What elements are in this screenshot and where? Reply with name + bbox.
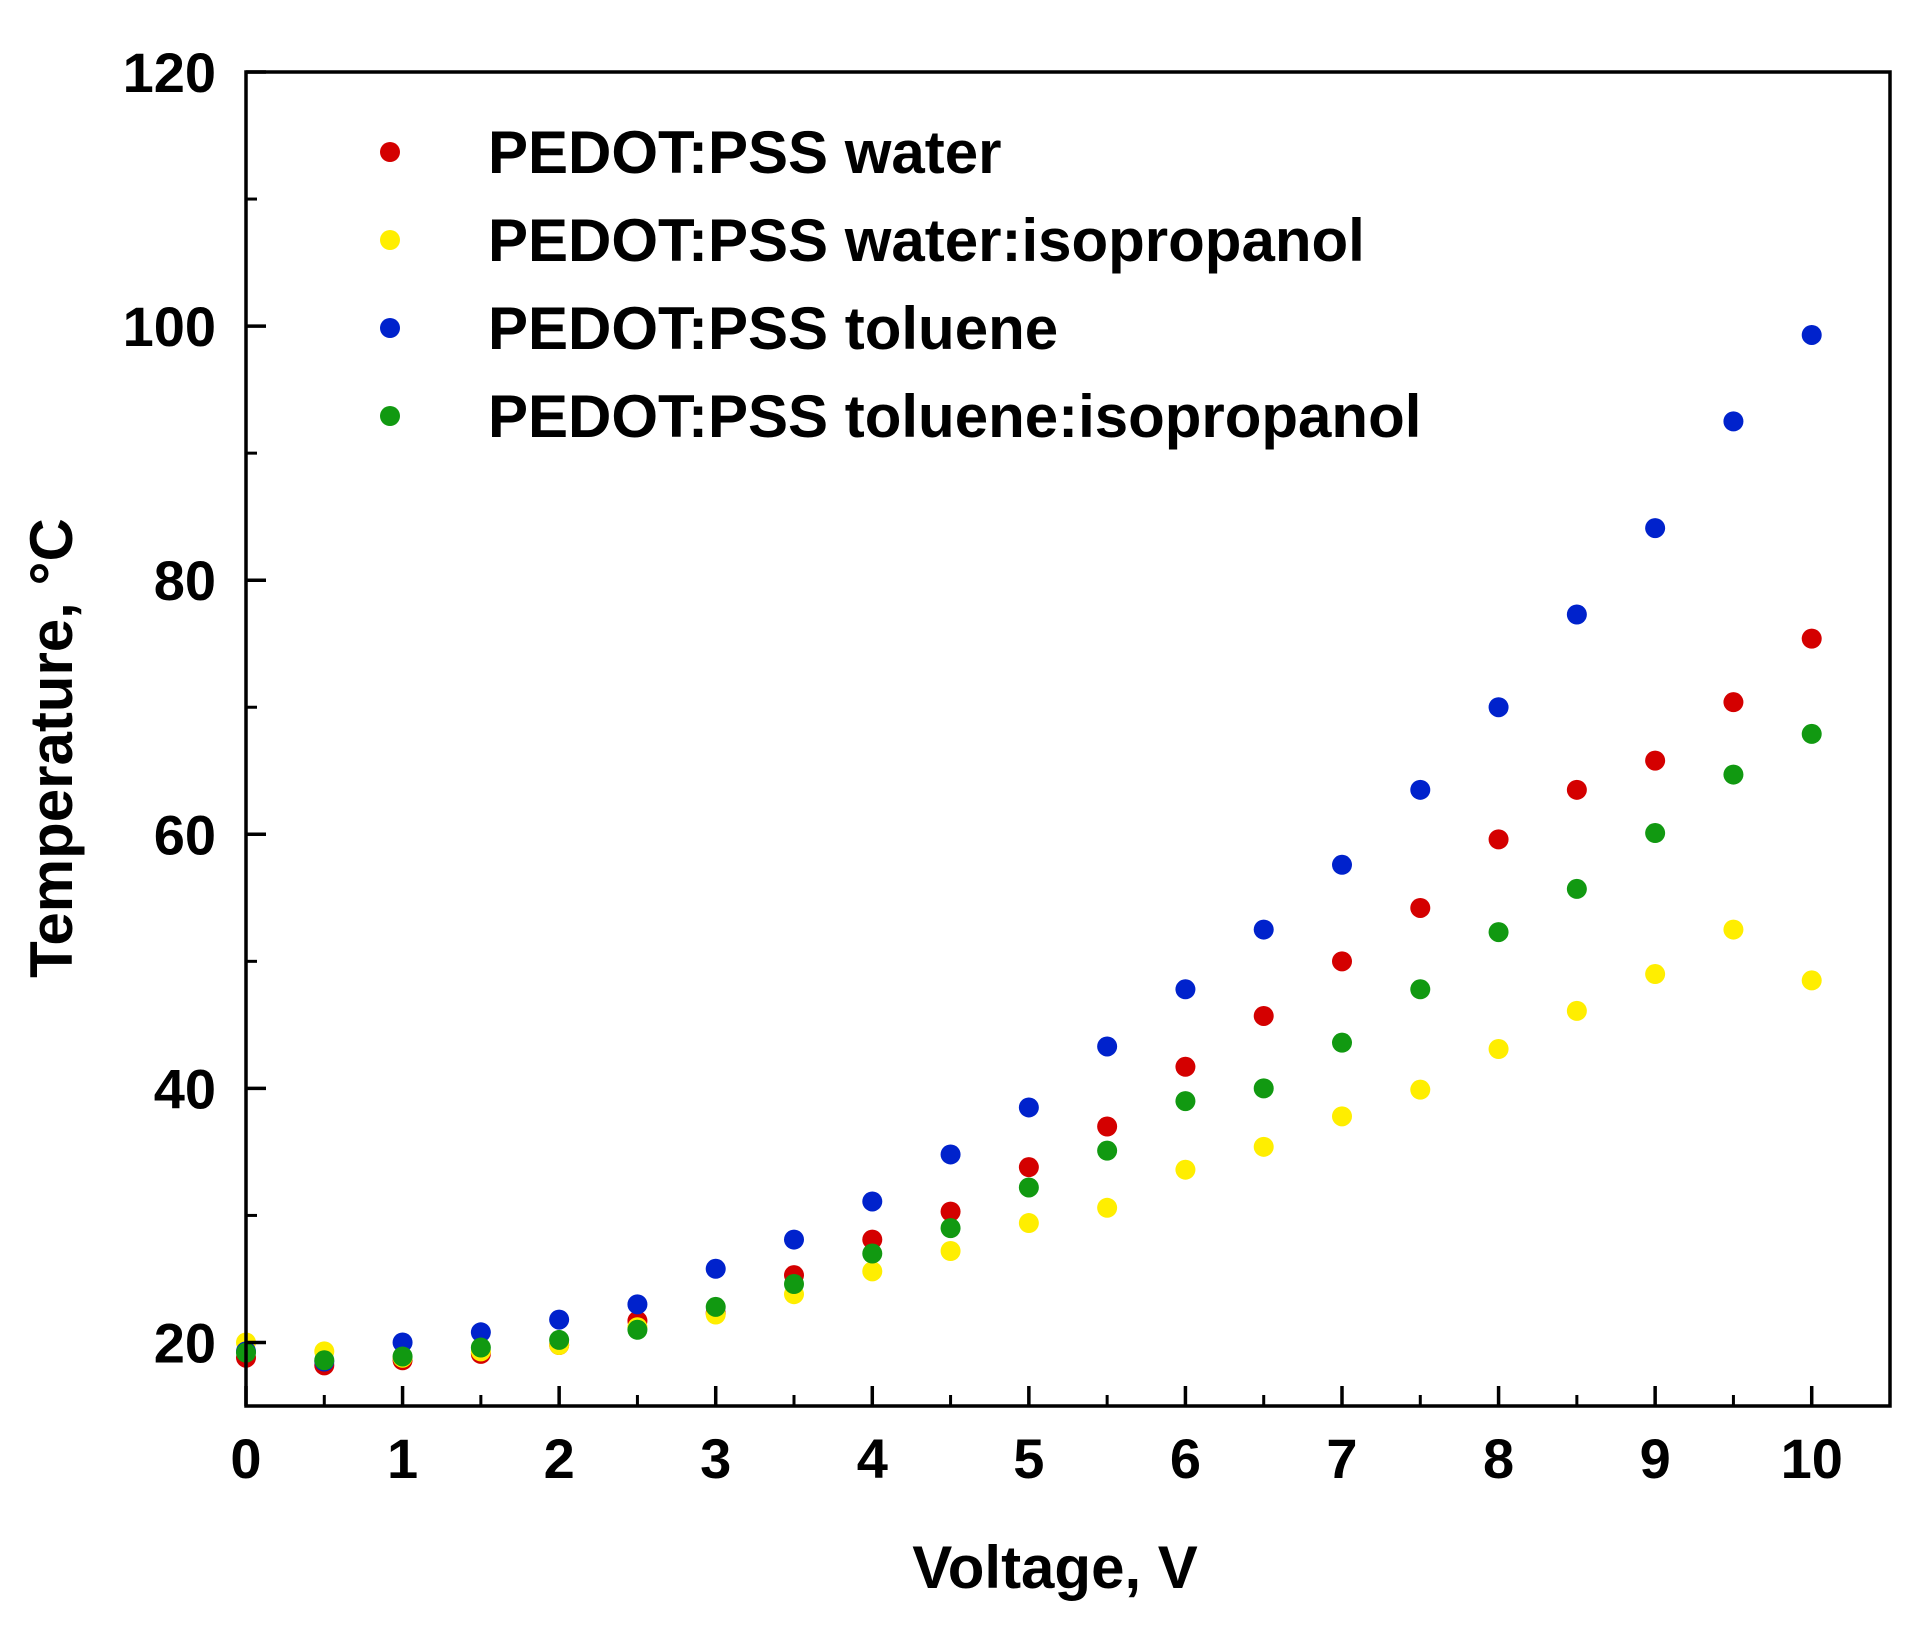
- data-point: [1175, 1056, 1196, 1077]
- legend-marker: [380, 142, 400, 162]
- data-point: [392, 1346, 413, 1367]
- x-tick-label: 10: [1781, 1427, 1843, 1490]
- x-tick-label: 0: [230, 1427, 261, 1490]
- data-point: [1018, 1157, 1039, 1178]
- data-point: [1097, 1140, 1118, 1161]
- data-point: [940, 1218, 961, 1239]
- data-point: [1723, 764, 1744, 785]
- data-point: [1566, 878, 1587, 899]
- data-point: [862, 1261, 883, 1282]
- legend-marker: [380, 230, 400, 250]
- data-point: [1645, 750, 1666, 771]
- legend-marker: [380, 318, 400, 338]
- data-point: [1253, 1136, 1274, 1157]
- x-tick-label: 9: [1640, 1427, 1671, 1490]
- data-point: [1175, 1091, 1196, 1112]
- data-point: [1723, 919, 1744, 940]
- data-point: [784, 1229, 804, 1250]
- data-point: [1332, 1106, 1352, 1127]
- data-point: [470, 1337, 491, 1358]
- data-point: [1723, 411, 1744, 432]
- data-point: [392, 1332, 413, 1353]
- y-tick-label: 100: [123, 295, 216, 358]
- y-tick-label: 40: [154, 1057, 216, 1120]
- data-point: [1645, 518, 1666, 539]
- data-point: [1253, 1005, 1274, 1026]
- y-tick-label: 20: [154, 1311, 216, 1374]
- data-point: [1253, 919, 1274, 940]
- legend-marker: [380, 406, 400, 426]
- y-tick-label: 80: [154, 549, 216, 612]
- data-point: [1097, 1036, 1118, 1057]
- data-point: [862, 1191, 883, 1212]
- data-point: [1175, 979, 1196, 1000]
- legend-label: PEDOT:PSS water: [488, 119, 1002, 186]
- data-point: [784, 1274, 804, 1295]
- legend-label: PEDOT:PSS toluene:isopropanol: [488, 383, 1421, 450]
- plot-frame: [244, 70, 1892, 1408]
- x-tick-label: 5: [1013, 1427, 1044, 1490]
- data-point: [862, 1229, 883, 1250]
- data-point: [1332, 854, 1352, 875]
- x-tick-label: 1: [387, 1427, 418, 1490]
- data-point: [1801, 970, 1822, 991]
- x-tick-label: 3: [700, 1427, 731, 1490]
- data-point: [627, 1294, 648, 1315]
- data-point: [1488, 829, 1509, 850]
- data-point: [1018, 1213, 1039, 1234]
- data-point: [862, 1243, 883, 1264]
- data-point: [1410, 897, 1431, 918]
- y-tick-label: 120: [123, 41, 216, 104]
- data-point: [1723, 692, 1744, 713]
- data-point: [1566, 779, 1587, 800]
- data-point: [1097, 1197, 1118, 1218]
- data-point: [1018, 1097, 1039, 1118]
- data-point: [1097, 1116, 1118, 1137]
- data-point: [1253, 1078, 1274, 1099]
- y-tick-label: 60: [154, 803, 216, 866]
- data-point: [1801, 324, 1822, 345]
- legend: PEDOT:PSS water PEDOT:PSS water:isopropan…: [380, 119, 1421, 450]
- data-point: [1332, 951, 1352, 972]
- data-point: [1410, 1079, 1431, 1100]
- data-point: [470, 1322, 491, 1343]
- x-tick-label: 4: [857, 1427, 888, 1490]
- x-tick-label: 6: [1170, 1427, 1201, 1490]
- x-tick-label: 8: [1483, 1427, 1514, 1490]
- data-point: [314, 1350, 335, 1371]
- data-point: [1801, 723, 1822, 744]
- data-point: [1488, 922, 1509, 943]
- data-point: [1410, 779, 1431, 800]
- data-point: [940, 1241, 961, 1262]
- data-point: [940, 1201, 961, 1222]
- data-point: [549, 1309, 570, 1330]
- y-axis-title: Temperature, °C: [18, 518, 85, 978]
- legend-label: PEDOT:PSS water:isopropanol: [488, 207, 1365, 274]
- data-point: [1566, 1000, 1587, 1021]
- series-group: [236, 723, 1822, 1371]
- data-point: [1645, 823, 1666, 844]
- x-tick-label: 7: [1326, 1427, 1357, 1490]
- data-point: [1410, 979, 1431, 1000]
- data-point: [1175, 1159, 1196, 1180]
- legend-label: PEDOT:PSS toluene: [488, 295, 1058, 362]
- data-point: [1645, 964, 1666, 985]
- data-point: [1488, 697, 1509, 718]
- data-point: [940, 1144, 961, 1165]
- data-point: [705, 1296, 726, 1317]
- x-axis-title: Voltage, V: [912, 1534, 1198, 1601]
- x-tick-label: 2: [544, 1427, 575, 1490]
- data-point: [627, 1319, 648, 1340]
- data-point: [1018, 1177, 1039, 1198]
- data-point: [549, 1329, 570, 1350]
- data-point: [1332, 1032, 1352, 1053]
- data-point: [1566, 604, 1587, 625]
- data-point: [705, 1258, 726, 1279]
- data-point: [1801, 628, 1822, 649]
- data-point: [1488, 1038, 1509, 1059]
